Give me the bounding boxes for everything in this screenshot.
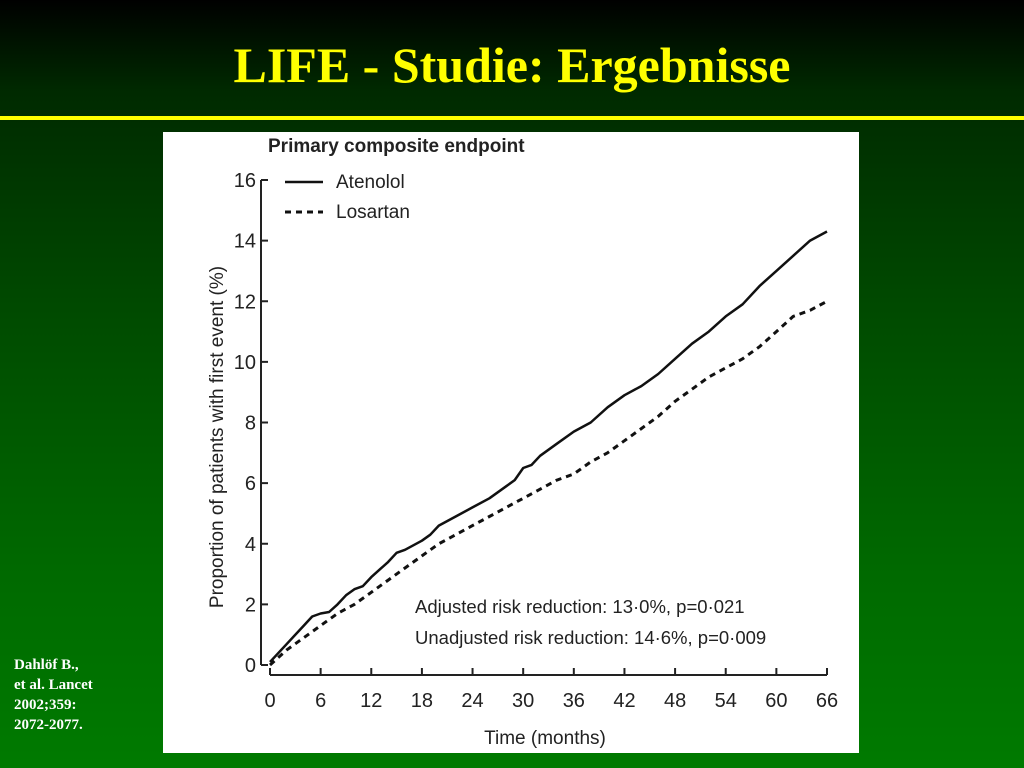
annotation-unadjusted: Unadjusted risk reduction: 14·6%, p=0·00…: [415, 627, 766, 648]
x-tick-label: 30: [512, 690, 534, 712]
slide-title: LIFE - Studie: Ergebnisse: [233, 37, 791, 93]
chart-title: Primary composite endpoint: [268, 136, 525, 157]
citation-line-3: 2002;359:: [14, 697, 77, 713]
y-tick-label: 10: [234, 352, 256, 374]
citation-line-4: 2072-2077.: [14, 717, 83, 733]
x-tick-label: 18: [411, 690, 433, 712]
y-tick-label: 16: [234, 170, 256, 192]
x-tick-label: 60: [765, 690, 787, 712]
series-line-atenolol: [269, 230, 828, 663]
x-tick-label: 42: [613, 690, 635, 712]
citation-line-1: Dahlöf B.,: [14, 657, 79, 673]
x-tick-label: 66: [816, 690, 838, 712]
x-tick-label: 48: [664, 690, 686, 712]
plot-area: [268, 230, 828, 667]
x-tick-label: 24: [461, 690, 483, 712]
legend-label-atenolol: Atenolol: [336, 172, 405, 193]
y-tick-label: 14: [234, 231, 256, 253]
x-tick-label: 6: [315, 690, 326, 712]
x-axis-label: Time (months): [484, 728, 606, 749]
x-tick-label: 54: [715, 690, 737, 712]
citation-line-2: et al. Lancet: [14, 677, 93, 693]
y-tick-label: 12: [234, 291, 256, 313]
citation: Dahlöf B., et al. Lancet 2002;359: 2072-…: [14, 655, 154, 735]
y-tick-label: 2: [245, 594, 256, 616]
title-divider: [0, 116, 1024, 120]
legend: Atenolol Losartan: [285, 172, 410, 223]
y-tick-label: 6: [245, 473, 256, 495]
legend-label-losartan: Losartan: [336, 202, 410, 223]
x-tick-label: 0: [264, 690, 275, 712]
y-tick-label: 0: [245, 655, 256, 677]
x-tick-label: 12: [360, 690, 382, 712]
y-tick-label: 4: [245, 534, 256, 556]
annotation-adjusted: Adjusted risk reduction: 13·0%, p=0·021: [415, 596, 745, 617]
y-axis-label: Proportion of patients with first event …: [207, 266, 228, 608]
chart-panel: Primary composite endpoint Proportion of…: [163, 132, 859, 753]
x-tick-label: 36: [563, 690, 585, 712]
y-tick-label: 8: [245, 413, 256, 435]
chart-svg: Primary composite endpoint Proportion of…: [207, 136, 838, 749]
series-line-losartan: [268, 299, 828, 667]
